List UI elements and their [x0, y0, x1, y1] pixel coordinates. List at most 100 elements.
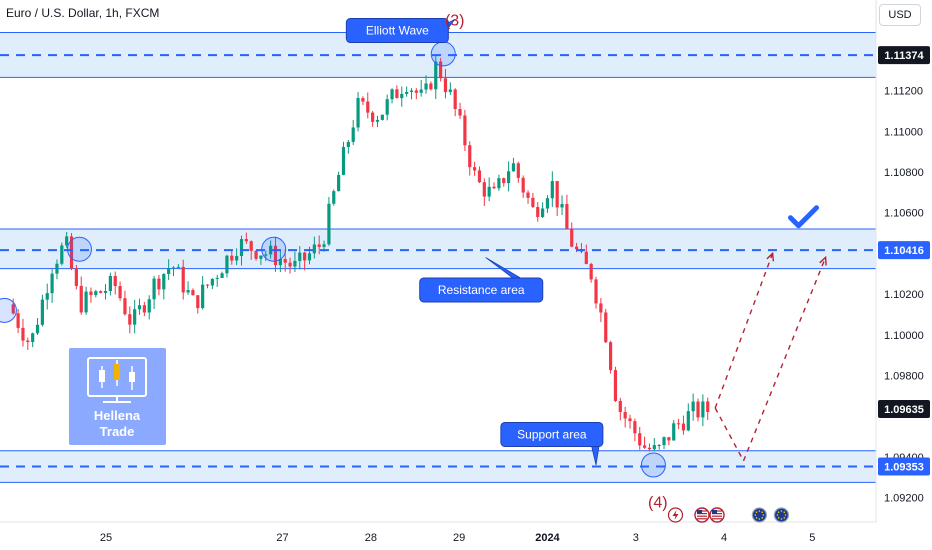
time-tick-label: 4: [721, 532, 727, 544]
price-tick-label: 1.10600: [884, 208, 924, 220]
eu-star: [783, 517, 786, 519]
candle-body: [676, 423, 681, 425]
eu-star: [777, 511, 780, 513]
candle-body: [405, 91, 409, 94]
candle-body: [205, 284, 210, 286]
candle-body: [429, 83, 433, 90]
pivot-circle: [640, 452, 666, 478]
candle-body: [167, 268, 171, 275]
time-tick-label: 25: [100, 532, 112, 544]
candle-body: [171, 267, 176, 269]
candle-body: [298, 252, 302, 261]
candle-body: [60, 245, 64, 264]
candle-body: [40, 299, 44, 325]
projection-arrowhead: [766, 251, 775, 262]
candle-body: [375, 119, 380, 122]
candle-body: [50, 273, 54, 294]
candle-body: [186, 290, 190, 293]
price-tick-label: 1.10800: [884, 167, 924, 179]
candle-body: [293, 260, 297, 267]
callout-label: Elliott Wave: [366, 24, 429, 38]
candle-body: [516, 163, 520, 178]
candle-body: [574, 246, 579, 250]
candle-body: [254, 250, 258, 259]
candle-body: [239, 239, 244, 257]
checkmark-icon: [788, 205, 820, 229]
candle-body: [303, 252, 307, 261]
candle-body: [157, 278, 161, 290]
candle-body: [123, 298, 127, 315]
eu-star: [783, 511, 786, 513]
candle-body: [502, 178, 506, 184]
eu-star: [758, 518, 761, 520]
candle-body: [672, 423, 676, 441]
candle-body: [322, 244, 326, 247]
candle-body: [79, 285, 83, 313]
watermark-logo: Hellena Trade: [69, 348, 166, 445]
candle-body: [152, 278, 156, 300]
price-tick-label: 1.09800: [884, 370, 924, 382]
time-axis[interactable]: 25 27 28 29 2024 3 4 5: [0, 521, 876, 544]
candle-body: [244, 239, 248, 242]
pivot-circle: [0, 297, 17, 323]
eu-star: [762, 514, 765, 516]
projection-path: [714, 257, 827, 463]
candle-body: [191, 290, 195, 296]
candle-body: [181, 266, 185, 293]
pivot-circle: [66, 236, 92, 262]
candle-body: [696, 401, 700, 418]
candle-body: [604, 312, 608, 343]
candle-body: [341, 147, 346, 175]
checkmark-stroke: [788, 205, 820, 229]
candle-body: [477, 170, 482, 183]
candle-body: [196, 295, 200, 309]
candle-body: [419, 89, 423, 93]
candle-body: [395, 89, 399, 99]
projections-layer: [714, 251, 827, 463]
candle-body: [94, 291, 98, 296]
candle-body: [215, 277, 219, 279]
candle-body: [346, 141, 350, 148]
candle-body: [385, 99, 389, 115]
candle-body: [11, 304, 15, 314]
candle-body: [511, 163, 516, 172]
circles-layer: [0, 41, 666, 478]
price-tag: [878, 400, 930, 419]
candle-body: [541, 208, 545, 217]
time-tick-label: 3: [633, 532, 639, 544]
eu-star: [761, 511, 764, 513]
candle-body: [531, 197, 535, 208]
candle-body: [45, 293, 49, 300]
candle-body: [278, 258, 282, 266]
price-tag-label: 1.11374: [884, 50, 924, 62]
candle-body: [628, 418, 632, 422]
eu-star: [776, 514, 779, 516]
candle-body: [283, 258, 287, 263]
callout-label: Support area: [517, 427, 587, 441]
candle-body: [249, 241, 253, 251]
candle-body: [458, 109, 462, 116]
candle-body: [55, 263, 59, 274]
candle-body: [526, 192, 530, 198]
candle-body: [589, 264, 593, 280]
candle-body: [599, 303, 603, 313]
eu-star: [755, 511, 758, 513]
time-tick-label: 28: [365, 532, 377, 544]
candle-body: [288, 262, 292, 267]
candles-layer: [11, 55, 710, 452]
candle-body: [623, 412, 627, 419]
flag-canton: [696, 510, 702, 514]
candle-body: [555, 181, 559, 208]
price-axis[interactable]: 1.092001.094001.098001.100001.102001.106…: [875, 0, 924, 522]
symbol-title: Euro / U.S. Dollar, 1h, FXCM: [6, 6, 160, 20]
currency-button[interactable]: USD: [879, 4, 921, 26]
candle-body: [89, 291, 93, 296]
candle-body: [492, 186, 496, 189]
candle-body: [361, 98, 365, 102]
candle-body: [497, 178, 501, 189]
candle-body: [681, 423, 686, 431]
price-tick-label: 1.11200: [884, 86, 923, 98]
callout-label: Resistance area: [438, 283, 525, 297]
candle-body: [74, 268, 78, 286]
